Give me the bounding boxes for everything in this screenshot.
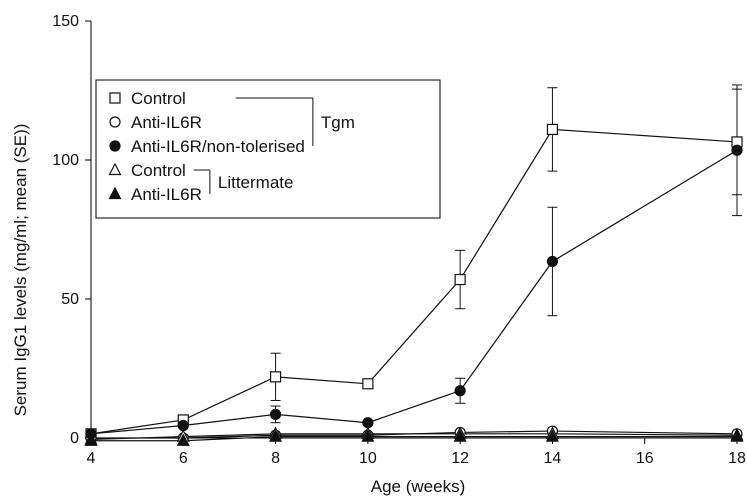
x-tick-label: 4 <box>87 450 96 467</box>
legend-marker <box>109 116 121 128</box>
y-tick-label: 150 <box>52 13 79 30</box>
x-tick-label: 18 <box>728 450 746 467</box>
legend-entry-label: Control <box>131 161 186 180</box>
data-point <box>362 378 374 390</box>
data-point <box>361 429 375 442</box>
y-tick-label: 50 <box>61 291 79 308</box>
x-axis-label: Age (weeks) <box>371 477 465 496</box>
x-tick-label: 12 <box>451 450 469 467</box>
data-point <box>269 408 282 420</box>
legend-marker <box>109 92 121 104</box>
y-tick-label: 0 <box>70 430 79 447</box>
data-point <box>269 371 282 383</box>
legend-group-label: Littermate <box>218 173 294 192</box>
legend-entry-label: Anti-IL6R/non-tolerised <box>131 137 305 156</box>
x-tick-label: 16 <box>636 450 654 467</box>
x-tick-label: 10 <box>359 450 377 467</box>
data-point <box>546 255 559 268</box>
data-points <box>84 123 744 446</box>
data-point <box>269 429 283 442</box>
data-point <box>546 123 559 136</box>
legend-marker <box>108 186 122 200</box>
legend-marker <box>109 140 121 152</box>
data-point <box>730 429 744 442</box>
legend: Control Anti-IL6R Anti-IL6R/non-tolerised C… <box>95 79 441 219</box>
data-point <box>177 419 189 432</box>
data-point <box>545 429 559 442</box>
y-axis-label: Serum IgG1 levels (mg/ml; mean (SE)) <box>11 124 30 417</box>
legend-entry-label: Anti-IL6R <box>131 113 202 132</box>
y-tick-label: 100 <box>52 152 79 169</box>
legend-group-label: Tgm <box>321 113 355 132</box>
legend-marker <box>108 162 122 176</box>
data-point <box>453 429 467 442</box>
x-tick-label: 6 <box>179 450 188 467</box>
data-point <box>362 417 374 429</box>
legend-entry-label: Control <box>131 89 186 108</box>
x-tick-label: 14 <box>544 450 562 467</box>
data-point <box>731 144 743 156</box>
data-point <box>454 385 466 397</box>
axes: 4 6 8 10 12 14 16 18 0 50 100 150 <box>52 13 746 467</box>
x-tick-label: 8 <box>271 450 280 467</box>
data-point <box>454 273 466 286</box>
legend-box <box>95 79 441 219</box>
data-point <box>176 433 190 446</box>
legend-entry-label: Anti-IL6R <box>131 185 202 204</box>
data-point <box>84 433 98 446</box>
